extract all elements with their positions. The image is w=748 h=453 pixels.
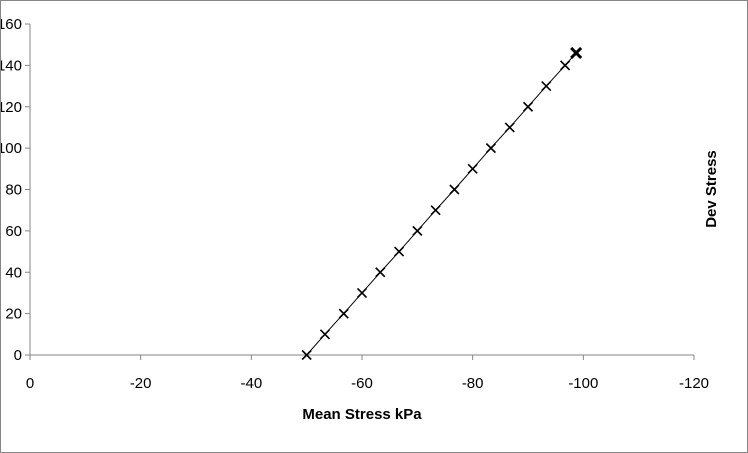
y-tick-label: 160 <box>1 16 22 33</box>
x-tick-label: 0 <box>26 375 34 392</box>
x-tick-label: -80 <box>462 375 484 392</box>
data-point <box>504 122 515 133</box>
data-point-stroke <box>412 225 423 236</box>
data-point-stroke <box>570 46 583 60</box>
data-point <box>319 329 330 340</box>
y-tick-label: 100 <box>1 140 22 157</box>
y-tick-label: 20 <box>5 306 22 323</box>
data-point-stroke <box>394 246 405 257</box>
data-point <box>356 287 368 299</box>
data-point-stroke <box>504 122 515 133</box>
data-point-stroke <box>560 60 571 71</box>
data-point <box>301 349 312 361</box>
data-point <box>570 46 583 60</box>
data-point-stroke <box>541 80 552 92</box>
series-line <box>306 52 577 356</box>
y-tick-label: 40 <box>5 264 22 281</box>
y-tick-label: 80 <box>5 182 22 199</box>
y-axis-title: Dev Stress <box>703 150 720 228</box>
x-tick-label: -40 <box>240 375 262 392</box>
data-point <box>541 80 552 92</box>
data-point-stroke <box>449 184 460 195</box>
data-point-stroke <box>319 329 330 340</box>
data-point <box>560 60 571 71</box>
data-point-stroke <box>485 143 496 154</box>
data-point-stroke <box>467 163 478 174</box>
data-point <box>485 143 496 154</box>
y-tick-label: 120 <box>1 99 22 116</box>
x-tick-label: -120 <box>679 375 709 392</box>
x-tick-label: -60 <box>351 375 373 392</box>
data-point-stroke <box>301 349 312 361</box>
data-point-stroke <box>522 101 534 112</box>
y-tick-label: 0 <box>14 347 22 364</box>
data-point <box>522 101 534 112</box>
data-point <box>412 225 423 236</box>
x-tick-label: -100 <box>568 375 598 392</box>
data-point <box>430 205 441 216</box>
data-point-stroke <box>338 308 349 319</box>
series-layer <box>301 46 583 361</box>
data-point-stroke <box>375 267 386 278</box>
data-point <box>375 267 386 278</box>
x-axis-title: Mean Stress kPa <box>302 406 422 423</box>
data-point-stroke <box>430 205 441 216</box>
data-point <box>449 184 460 195</box>
axes: 0 20 40 60 80 100 120 140 160 0 -20 -40 -60 -80 -100 -1… <box>1 16 709 392</box>
y-tick-label: 60 <box>5 223 22 240</box>
data-point <box>467 163 478 174</box>
y-tick-label: 140 <box>1 57 22 74</box>
x-tick-label: -20 <box>130 375 152 392</box>
data-point <box>394 246 405 257</box>
data-point-stroke <box>356 287 368 299</box>
data-point <box>338 308 349 319</box>
